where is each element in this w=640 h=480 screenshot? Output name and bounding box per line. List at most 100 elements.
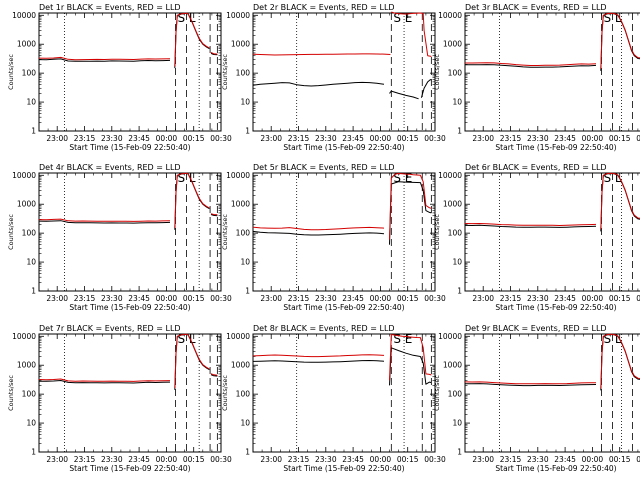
y-axis-label: Counts/sec bbox=[221, 54, 229, 90]
x-tick-label: 23:15 bbox=[288, 134, 310, 143]
x-axis-label: Start Time (15-Feb-09 22:50:40) bbox=[283, 464, 404, 473]
y-tick-label: 1 bbox=[457, 127, 462, 136]
y-tick-label: 10 bbox=[26, 98, 36, 107]
panel-title: Det 1r BLACK = Events, RED = LLD bbox=[39, 3, 181, 12]
y-tick-label: 1000 bbox=[231, 361, 250, 370]
y-tick-label: 10000 bbox=[12, 332, 36, 341]
x-tick-label: 00:00 bbox=[582, 455, 604, 464]
y-tick-label: 1000 bbox=[443, 200, 462, 209]
y-tick-label: 1000 bbox=[443, 40, 462, 49]
y-tick-label: 10 bbox=[452, 98, 462, 107]
series-line bbox=[464, 172, 640, 230]
y-tick-label: 10 bbox=[452, 419, 462, 428]
plot-frame bbox=[38, 172, 222, 292]
y-tick-label: 100 bbox=[22, 229, 37, 238]
series-line bbox=[252, 79, 432, 100]
series-line bbox=[465, 12, 640, 69]
series-line bbox=[464, 333, 640, 389]
x-tick-label: 23:00 bbox=[46, 455, 68, 464]
x-tick-label: 23:00 bbox=[472, 455, 494, 464]
flag-annotation: S E bbox=[393, 11, 412, 25]
x-tick-label: 00:15 bbox=[397, 134, 419, 143]
y-tick-label: 10000 bbox=[226, 171, 250, 180]
y-axis-label: Counts/sec bbox=[7, 54, 15, 90]
y-tick-label: 10000 bbox=[12, 11, 36, 20]
x-tick-label: 00:15 bbox=[397, 294, 419, 303]
series-line bbox=[38, 172, 218, 229]
panel-title: Det 7r BLACK = Events, RED = LLD bbox=[39, 324, 181, 333]
panel-title: Det 4r BLACK = Events, RED = LLD bbox=[39, 163, 181, 172]
panel-title: Det 6r BLACK = Events, RED = LLD bbox=[465, 163, 607, 172]
x-tick-label: 23:45 bbox=[554, 134, 576, 143]
panel: Det 5r BLACK = Events, RED = LLD 1 10 100 10… bbox=[221, 163, 446, 312]
plot-frame bbox=[464, 333, 640, 453]
y-tick-label: 100 bbox=[448, 390, 463, 399]
y-tick-label: 1000 bbox=[17, 200, 36, 209]
x-axis-label: Start Time (15-Feb-09 22:50:40) bbox=[283, 303, 404, 312]
x-axis-label: Start Time (15-Feb-09 22:50:40) bbox=[69, 143, 190, 152]
panel: Det 8r BLACK = Events, RED = LLD 1 10 100 10… bbox=[221, 324, 446, 473]
x-tick-label: 00:30 bbox=[424, 134, 446, 143]
panel-title: Det 8r BLACK = Events, RED = LLD bbox=[253, 324, 395, 333]
x-tick-label: 23:00 bbox=[260, 294, 282, 303]
y-tick-label: 10000 bbox=[226, 332, 250, 341]
y-tick-label: 10000 bbox=[226, 11, 250, 20]
y-tick-label: 100 bbox=[236, 390, 251, 399]
y-tick-label: 10000 bbox=[438, 11, 462, 20]
series-line bbox=[252, 347, 432, 386]
x-axis-label: Start Time (15-Feb-09 22:50:40) bbox=[495, 464, 616, 473]
x-axis-label: Start Time (15-Feb-09 22:50:40) bbox=[69, 303, 190, 312]
x-tick-label: 00:00 bbox=[370, 455, 392, 464]
x-tick-label: 00:00 bbox=[156, 134, 178, 143]
x-tick-label: 23:45 bbox=[128, 455, 150, 464]
y-tick-label: 100 bbox=[22, 69, 37, 78]
x-tick-label: 23:15 bbox=[500, 294, 522, 303]
y-axis-label: Counts/sec bbox=[7, 375, 15, 411]
plot-frame bbox=[38, 333, 222, 453]
x-tick-label: 00:15 bbox=[183, 294, 205, 303]
y-tick-label: 1 bbox=[245, 127, 250, 136]
x-axis-label: Start Time (15-Feb-09 22:50:40) bbox=[283, 143, 404, 152]
y-axis-label: Counts/sec bbox=[221, 375, 229, 411]
y-tick-label: 100 bbox=[448, 69, 463, 78]
x-tick-label: 00:30 bbox=[636, 455, 640, 464]
panel: Det 3r BLACK = Events, RED = LLD 1 10 100 10… bbox=[433, 3, 640, 152]
x-tick-label: 00:00 bbox=[370, 294, 392, 303]
plot-frame bbox=[38, 12, 222, 132]
y-tick-label: 10 bbox=[26, 258, 36, 267]
x-tick-label: 23:30 bbox=[527, 134, 549, 143]
panel-title: Det 9r BLACK = Events, RED = LLD bbox=[465, 324, 607, 333]
x-tick-label: 23:30 bbox=[315, 134, 337, 143]
y-tick-label: 1000 bbox=[17, 361, 36, 370]
x-tick-label: 23:00 bbox=[472, 294, 494, 303]
y-tick-label: 10 bbox=[240, 419, 250, 428]
y-axis-label: Counts/sec bbox=[433, 375, 441, 411]
panel-title: Det 3r BLACK = Events, RED = LLD bbox=[465, 3, 607, 12]
y-tick-label: 1000 bbox=[17, 40, 36, 49]
flag-annotation: S E bbox=[393, 332, 412, 346]
y-tick-label: 1 bbox=[31, 287, 36, 296]
plot-frame bbox=[464, 12, 640, 132]
x-tick-label: 23:00 bbox=[46, 294, 68, 303]
x-tick-label: 23:00 bbox=[260, 134, 282, 143]
x-tick-label: 23:45 bbox=[554, 455, 576, 464]
y-axis-label: Counts/sec bbox=[221, 214, 229, 250]
x-tick-label: 00:30 bbox=[636, 294, 640, 303]
panel: Det 6r BLACK = Events, RED = LLD 1 10 100 10… bbox=[433, 163, 640, 312]
series-line bbox=[252, 181, 432, 245]
x-tick-label: 00:00 bbox=[156, 455, 178, 464]
y-tick-label: 10 bbox=[452, 258, 462, 267]
y-axis-label: Counts/sec bbox=[433, 214, 441, 250]
y-axis-label: Counts/sec bbox=[7, 214, 15, 250]
plot-frame bbox=[252, 12, 436, 132]
x-tick-label: 23:45 bbox=[342, 455, 364, 464]
series-line bbox=[252, 173, 432, 240]
x-tick-label: 23:30 bbox=[315, 294, 337, 303]
x-tick-label: 23:15 bbox=[500, 134, 522, 143]
x-tick-label: 00:15 bbox=[609, 134, 631, 143]
x-tick-label: 23:15 bbox=[74, 455, 96, 464]
x-tick-label: 23:30 bbox=[315, 455, 337, 464]
x-tick-label: 00:30 bbox=[636, 134, 640, 143]
y-tick-label: 1 bbox=[457, 287, 462, 296]
